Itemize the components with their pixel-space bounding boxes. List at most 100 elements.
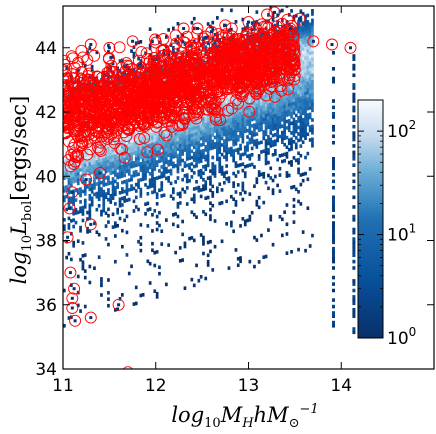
heatmap-cell <box>248 112 252 116</box>
heatmap-cell <box>267 119 270 123</box>
heatmap-cell <box>139 139 143 144</box>
heatmap-cell <box>216 157 219 162</box>
heatmap-cell <box>86 159 89 163</box>
heatmap-cell <box>125 156 129 161</box>
heatmap-cell <box>114 221 117 225</box>
heatmap-cell <box>248 92 252 97</box>
heatmap-cell <box>209 130 212 135</box>
heatmap-cell <box>274 133 277 137</box>
heatmap-cell <box>281 114 284 119</box>
heatmap-cell <box>308 96 312 100</box>
heatmap-cell <box>81 189 85 194</box>
heatmap-cell <box>255 145 259 149</box>
heatmap-cell <box>290 185 293 190</box>
heatmap-cell <box>216 135 219 139</box>
heatmap-cell <box>306 100 310 104</box>
heatmap-cell <box>127 123 131 128</box>
heatmap-cell <box>281 118 284 122</box>
heatmap-cell <box>74 211 78 215</box>
heatmap-cell <box>206 131 210 135</box>
heatmap-cell <box>169 162 173 166</box>
heatmap-cell <box>297 125 300 130</box>
heatmap-cell <box>172 113 175 117</box>
heatmap-cell <box>290 9 293 13</box>
heatmap-cell <box>227 105 231 110</box>
heatmap-cell <box>306 61 310 66</box>
heatmap-cell <box>271 104 275 109</box>
heatmap-cell <box>269 115 273 119</box>
heatmap-cell <box>299 51 303 55</box>
heatmap-cell <box>269 131 273 135</box>
heatmap-cell <box>148 136 152 141</box>
heatmap-cell <box>192 158 196 162</box>
heatmap-cell <box>257 118 261 123</box>
heatmap-cell <box>269 144 273 148</box>
heatmap-cell <box>227 96 231 100</box>
heatmap-cell <box>132 209 136 213</box>
heatmap-cell <box>63 137 66 142</box>
heatmap-cell <box>125 140 129 145</box>
heatmap-cell <box>220 98 224 102</box>
heatmap-cell <box>174 164 177 168</box>
heatmap-cell <box>199 168 203 173</box>
heatmap-cell <box>239 134 242 138</box>
heatmap-cell <box>287 173 291 178</box>
heatmap-cell <box>213 39 217 43</box>
heatmap-cell <box>223 36 226 40</box>
heatmap-cell <box>225 157 228 162</box>
heatmap-cell <box>304 72 307 76</box>
heatmap-cell <box>185 141 189 145</box>
heatmap-cell <box>74 127 78 132</box>
heatmap-cell <box>213 32 217 37</box>
heatmap-cell <box>192 212 196 217</box>
heatmap-cell <box>109 68 113 73</box>
heatmap-cell <box>146 143 150 148</box>
heatmap-cell <box>148 162 152 166</box>
heatmap-cell <box>93 160 96 164</box>
heatmap-cell <box>72 192 75 197</box>
heatmap-cell <box>81 218 85 223</box>
heatmap-cell <box>257 157 261 161</box>
heatmap-cell <box>174 250 177 255</box>
heatmap-cell <box>72 150 75 155</box>
heatmap-cell <box>352 218 356 222</box>
heatmap-cell <box>155 150 159 155</box>
heatmap-cell <box>283 159 286 163</box>
heatmap-cell <box>301 172 305 177</box>
heatmap-cell <box>225 109 228 114</box>
heatmap-cell <box>172 196 175 201</box>
heatmap-cell <box>141 161 145 165</box>
heatmap-cell <box>79 155 82 159</box>
heatmap-cell <box>100 180 103 185</box>
heatmap-cell <box>130 142 133 146</box>
heatmap-cell <box>232 133 235 137</box>
heatmap-cell <box>276 103 279 107</box>
heatmap-cell <box>123 135 126 139</box>
heatmap-cell <box>301 101 305 106</box>
heatmap-cell <box>160 145 164 150</box>
heatmap-cell <box>306 13 310 18</box>
heatmap-cell <box>243 110 247 114</box>
heatmap-cell <box>65 169 68 173</box>
heatmap-cell <box>172 190 175 195</box>
heatmap-cell <box>153 141 157 146</box>
heatmap-cell <box>169 146 173 150</box>
heatmap-cell <box>162 135 166 140</box>
heatmap-cell <box>172 129 175 133</box>
heatmap-cell <box>181 39 184 44</box>
heatmap-cell <box>153 128 157 133</box>
heatmap-cell <box>248 131 252 135</box>
heatmap-cell <box>232 181 235 185</box>
heatmap-cell <box>301 82 305 87</box>
heatmap-cell <box>155 214 159 219</box>
heatmap-cell <box>185 179 189 184</box>
heatmap-cell <box>281 217 284 222</box>
heatmap-cell <box>97 152 101 157</box>
heatmap-cell <box>199 152 203 157</box>
heatmap-cell <box>132 170 136 175</box>
heatmap-cell <box>158 159 161 164</box>
heatmap-cell <box>216 35 219 39</box>
heatmap-cell <box>146 163 150 167</box>
heatmap-cell <box>246 42 249 46</box>
heatmap-cell <box>308 45 312 49</box>
